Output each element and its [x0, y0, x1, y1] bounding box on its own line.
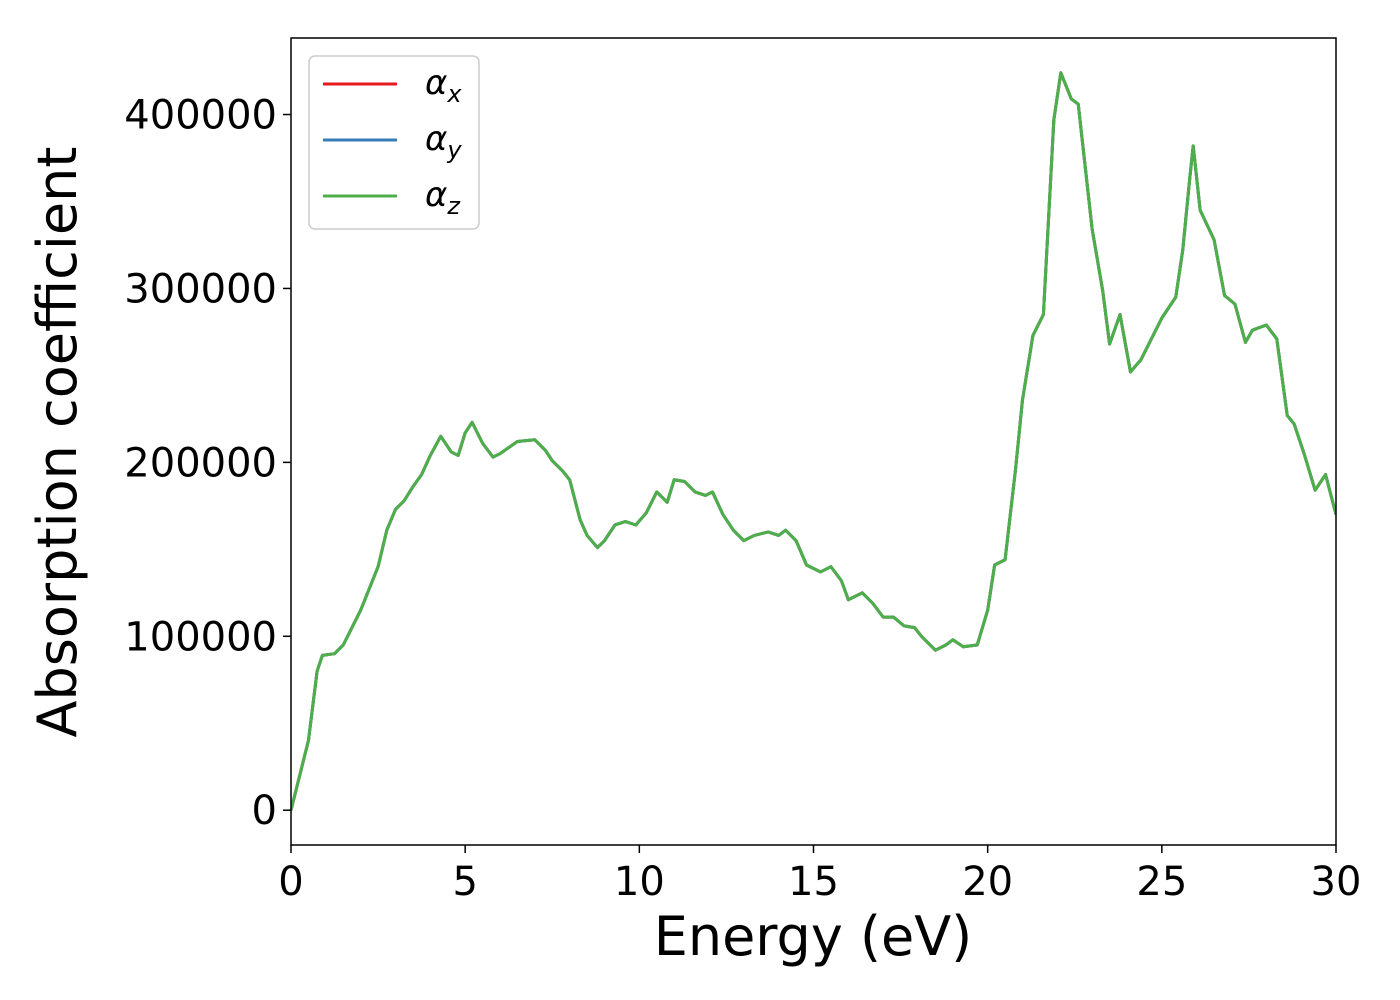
x-tick-label: 20	[962, 859, 1013, 905]
x-tick-label: 0	[278, 859, 303, 905]
x-tick-label: 15	[788, 859, 839, 905]
x-tick-label: 30	[1311, 859, 1362, 905]
y-tick-label: 200000	[124, 440, 277, 486]
y-axis-label: Absorption coefficient	[26, 147, 89, 738]
x-axis-label: Energy (eV)	[654, 905, 973, 968]
x-tick-label: 10	[614, 859, 665, 905]
legend-label: αx	[425, 63, 462, 108]
y-tick-label: 400000	[124, 93, 277, 139]
legend-box	[308, 55, 480, 230]
legend-label: αy	[425, 119, 462, 164]
y-tick-label: 100000	[124, 614, 277, 660]
plot-frame	[290, 37, 1337, 846]
x-tick-label: 25	[1136, 859, 1187, 905]
legend-label: αz	[425, 175, 461, 220]
x-tick-label: 5	[452, 859, 477, 905]
y-tick-label: 0	[252, 788, 277, 834]
y-tick-label: 300000	[124, 266, 277, 312]
data-line	[291, 71, 1336, 811]
